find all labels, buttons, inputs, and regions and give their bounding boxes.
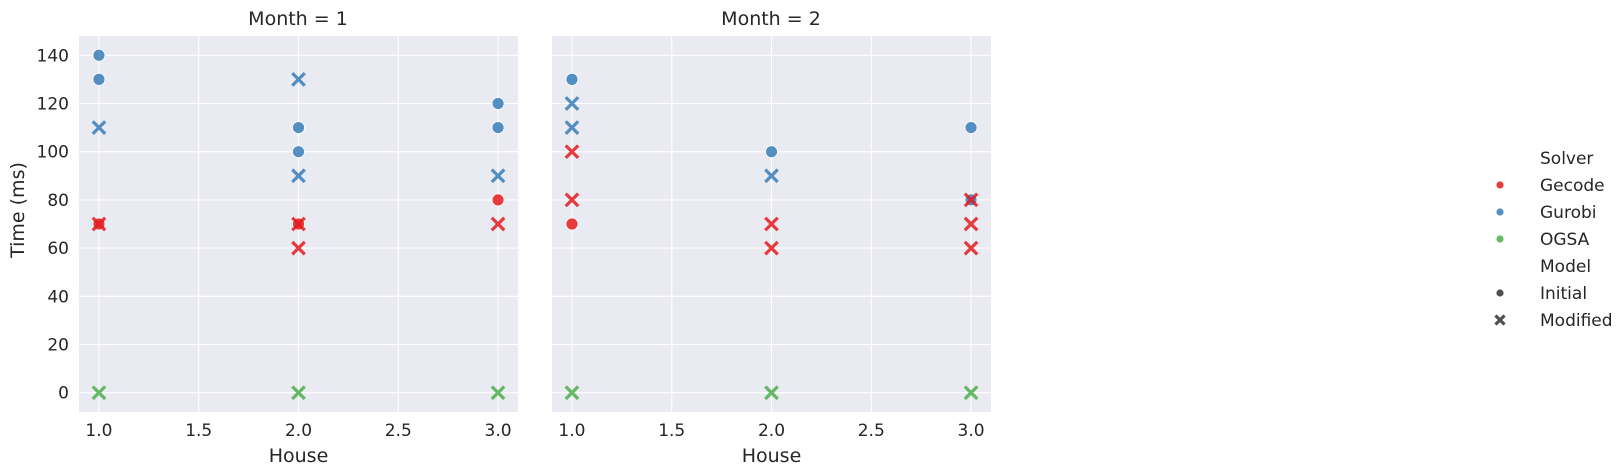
- data-point-gurobi-modified: [291, 72, 306, 87]
- data-point-gecode-modified: [963, 216, 979, 232]
- x-tick-label: 1.0: [558, 421, 585, 441]
- panel-month-1: Month = 1 1.0 1.5 2.0 2.5 3.0 0 20 40 60 80 100 120…: [37, 8, 518, 467]
- legend-marker: [1494, 314, 1506, 326]
- legend-label: Initial: [1540, 284, 1587, 304]
- legend-label: Gecode: [1540, 176, 1605, 196]
- data-point-gurobi-initial: [292, 145, 305, 159]
- data-point-gecode-modified: [291, 216, 306, 232]
- data-point-gurobi-initial: [92, 48, 106, 62]
- data-point-gecode-initial: [491, 193, 505, 207]
- legend-marker: [1495, 207, 1505, 217]
- y-tick-label: 120: [37, 94, 69, 114]
- x-tick-label: 1.5: [185, 421, 212, 441]
- data-point-gecode-modified: [963, 192, 979, 208]
- data-point-gurobi-initial: [491, 97, 505, 110]
- legend-label: Modified: [1540, 311, 1613, 331]
- legend-entry: Gurobi: [1495, 203, 1596, 223]
- data-point-ogsa-modified: [490, 385, 506, 401]
- data-point-gurobi-initial: [565, 72, 579, 86]
- data-point-gurobi-modified: [764, 168, 779, 184]
- legend-marker: [1495, 288, 1505, 298]
- data-point-gecode-modified: [963, 240, 979, 256]
- x-tick-label: 2.5: [858, 421, 885, 441]
- x-tick-label: 1.0: [85, 421, 112, 441]
- y-tick-label: 20: [47, 336, 69, 356]
- data-point-gecode-modified: [564, 192, 580, 208]
- legend-marker: [1495, 180, 1505, 190]
- data-point-ogsa-modified: [963, 385, 979, 401]
- x-tick-label: 3.0: [485, 421, 512, 441]
- x-tick-label: 3.0: [958, 421, 985, 441]
- legend-heading: Model: [1540, 257, 1591, 277]
- legend-entry: Initial: [1495, 284, 1587, 304]
- data-point-ogsa-modified: [564, 385, 580, 401]
- data-point-gecode-modified: [564, 144, 580, 160]
- legend-entry: Modified: [1494, 311, 1613, 331]
- legend-marker: [1495, 234, 1505, 244]
- x-tick-label: 1.5: [658, 421, 685, 441]
- y-tick-label: 40: [47, 287, 69, 307]
- panel-title: Month = 2: [721, 8, 821, 30]
- legend-label: OGSA: [1540, 230, 1590, 250]
- panel-month-2: Month = 2 1.0 1.5 2.0 2.5 3.0 House: [552, 8, 991, 467]
- data-point-ogsa-modified: [291, 385, 306, 401]
- legend-heading: Solver: [1540, 149, 1593, 169]
- legend-entry: OGSA: [1495, 230, 1590, 250]
- y-tick-label: 140: [37, 46, 69, 66]
- data-point-ogsa-modified: [764, 385, 779, 401]
- x-tick-label: 2.0: [758, 421, 785, 441]
- data-point-gurobi-initial: [964, 121, 978, 134]
- x-tick-label: 2.5: [385, 421, 412, 441]
- y-tick-label: 100: [37, 143, 69, 163]
- data-point-gurobi-initial: [92, 72, 106, 86]
- data-point-gurobi-initial: [765, 145, 778, 159]
- data-point-gecode-modified: [91, 216, 107, 232]
- data-point-ogsa-modified: [91, 385, 107, 401]
- legend: Solver Gecode Gurobi OGSA Model Initial Modifi…: [1494, 149, 1613, 331]
- data-point-gecode-modified: [490, 216, 506, 232]
- y-axis-label: Time (ms): [7, 162, 29, 259]
- panel-title: Month = 1: [248, 8, 348, 30]
- legend-label: Gurobi: [1540, 203, 1596, 223]
- x-axis-label: House: [742, 445, 802, 467]
- data-point-gurobi-modified: [91, 120, 107, 135]
- data-point-gecode-modified: [764, 216, 779, 232]
- x-axis-label: House: [269, 445, 329, 467]
- data-point-gecode-modified: [764, 240, 779, 256]
- data-point-gurobi-modified: [291, 168, 306, 184]
- y-tick-label: 0: [58, 384, 69, 404]
- legend-entry: Gecode: [1495, 176, 1605, 196]
- y-tick-label: 60: [47, 239, 69, 259]
- data-point-gurobi-modified: [564, 96, 580, 111]
- x-tick-label: 2.0: [285, 421, 312, 441]
- y-tick-label: 80: [47, 191, 69, 211]
- data-point-gecode-modified: [291, 240, 306, 256]
- data-point-gurobi-initial: [292, 121, 305, 134]
- data-point-gecode-initial: [565, 217, 579, 231]
- data-point-gurobi-modified: [564, 120, 580, 135]
- data-point-gurobi-initial: [491, 121, 505, 134]
- data-point-gurobi-modified: [490, 168, 506, 184]
